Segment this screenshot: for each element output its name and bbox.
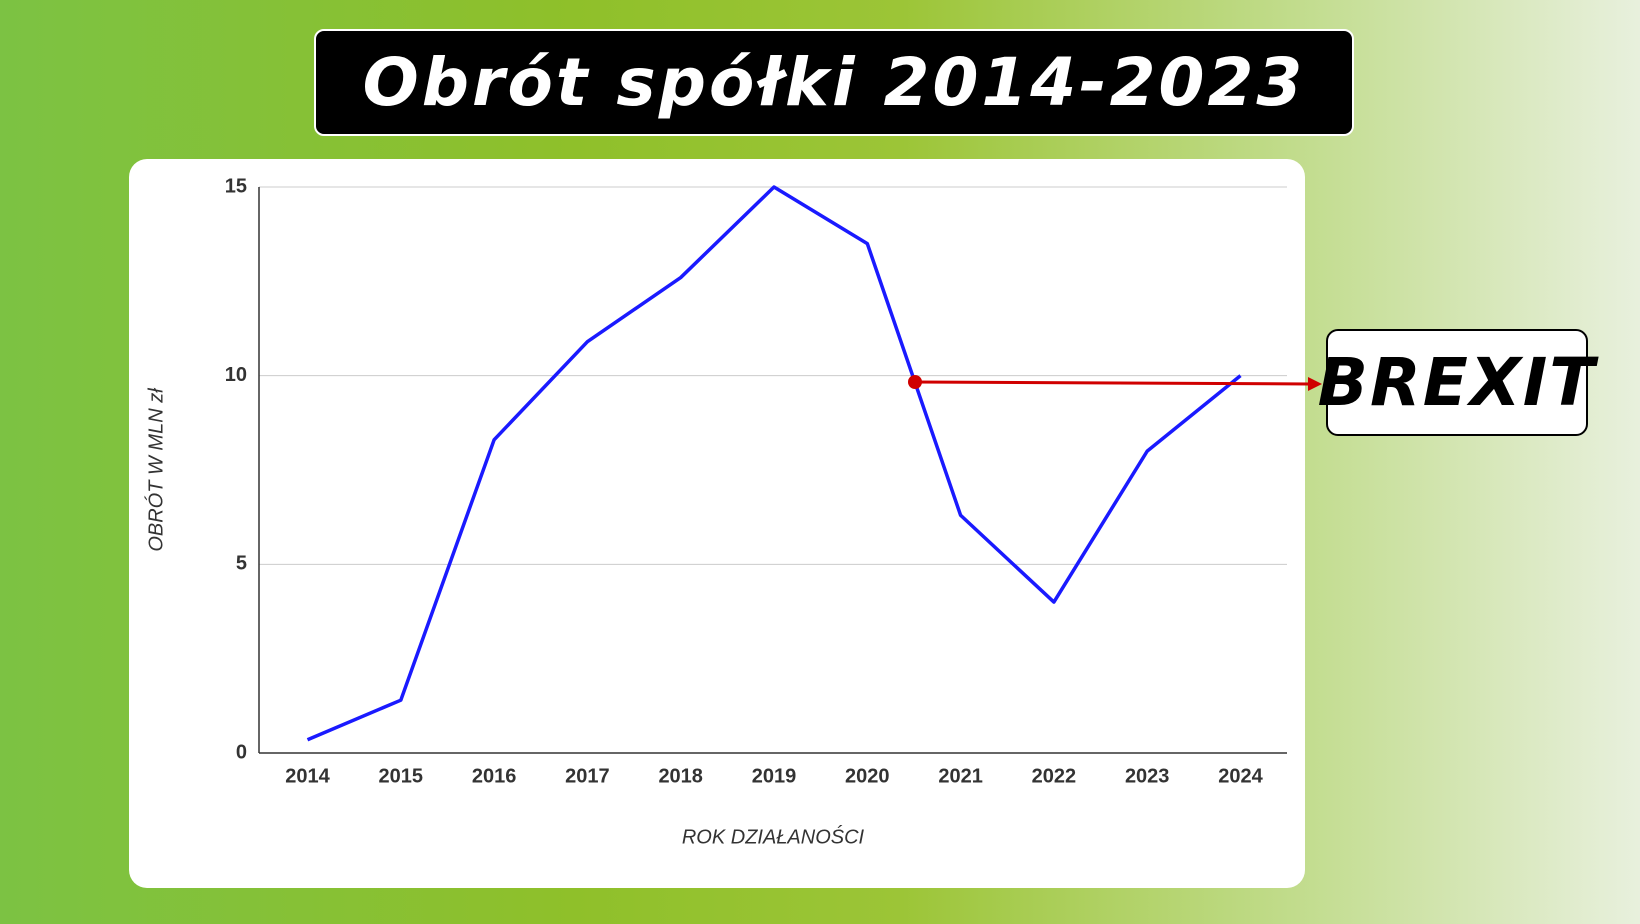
- chart-card: [129, 159, 1305, 888]
- x-tick-label: 2020: [845, 765, 890, 787]
- line: [306, 185, 1242, 742]
- x-tick-label: 2017: [565, 765, 610, 787]
- arrow-head: [1308, 377, 1322, 391]
- x-tick-label: 2015: [379, 765, 424, 787]
- x-tick-label: 2022: [1032, 765, 1077, 787]
- x-tick-label: 2024: [1218, 765, 1263, 787]
- y-tick-label: 0: [236, 741, 247, 763]
- y-tick-label: 5: [236, 553, 247, 575]
- y-tick-label: 10: [225, 364, 247, 386]
- chart-title: Obrót spółki 2014-2023: [314, 29, 1354, 136]
- plot-area: 0 5 10 15 2014 2015 2016 2017 2018 2019 2020 2021 20…: [144, 175, 1287, 848]
- annotation: BREXIT: [1318, 329, 1594, 436]
- x-tick-label: 2014: [285, 765, 330, 787]
- x-tick-label: 2021: [938, 765, 983, 787]
- x-tick-label: 2023: [1125, 765, 1170, 787]
- x-tick-label: 2016: [472, 765, 517, 787]
- annotation-dot: [908, 375, 922, 389]
- x-tick-label: 2018: [658, 765, 703, 787]
- y-axis-label: OBRÓT W MLN zł: [144, 388, 167, 552]
- x-tick-label: 2019: [752, 765, 797, 787]
- x-axis-label: ROK DZIAŁANOŚCI: [682, 824, 865, 848]
- annotation-arrow: [914, 380, 1311, 386]
- y-tick-label: 15: [225, 175, 247, 197]
